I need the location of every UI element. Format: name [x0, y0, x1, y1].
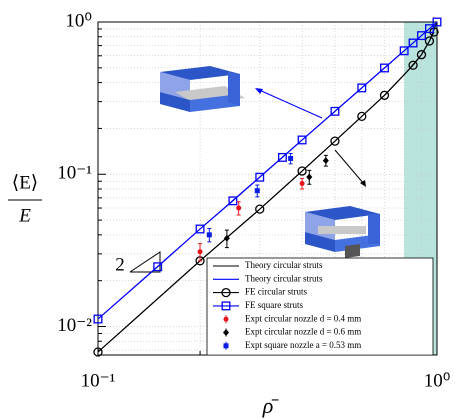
- y-label-denominator: E: [18, 205, 31, 226]
- legend-label: FE square struts: [245, 300, 303, 310]
- marker: [255, 188, 260, 193]
- marker: [207, 232, 212, 237]
- x-tick-label: 10⁰: [424, 370, 451, 391]
- legend-marker: [224, 317, 229, 322]
- chart: 2 ⟨E⟩ E ρ̄ 10⁻¹ 10⁰ 10⁻² 10⁻¹ 10⁰ Theory circ…: [0, 0, 455, 420]
- square-strut-image: [160, 66, 245, 112]
- marker: [323, 157, 329, 164]
- y-tick-label: 10⁰: [65, 10, 92, 31]
- marker: [288, 156, 293, 161]
- arrowhead: [255, 88, 263, 94]
- y-tick-label: 10⁻¹: [57, 163, 92, 184]
- y-tick-label: 10⁻²: [57, 315, 92, 336]
- legend-label: Theory circular struts: [245, 273, 323, 283]
- legend-label: Theory circular struts: [245, 260, 323, 270]
- legend-label: FE circular struts: [245, 287, 307, 297]
- legend-label: Expt circular nozzle d = 0.6 mm: [245, 327, 361, 337]
- marker: [300, 181, 305, 186]
- marker: [236, 206, 241, 211]
- arrow: [257, 89, 322, 118]
- y-label-numerator: ⟨E⟩: [12, 172, 38, 193]
- slope-label: 2: [115, 254, 125, 275]
- legend-marker: [224, 343, 229, 348]
- legend-label: Expt square nozzle a = 0.53 mm: [245, 340, 361, 350]
- x-label: ρ̄: [262, 393, 280, 418]
- x-tick-label: 10⁻¹: [81, 370, 116, 391]
- circular-strut-image: [305, 206, 380, 258]
- marker: [198, 249, 203, 254]
- legend-label: Expt circular nozzle d = 0.4 mm: [245, 313, 361, 323]
- arrow: [335, 150, 364, 184]
